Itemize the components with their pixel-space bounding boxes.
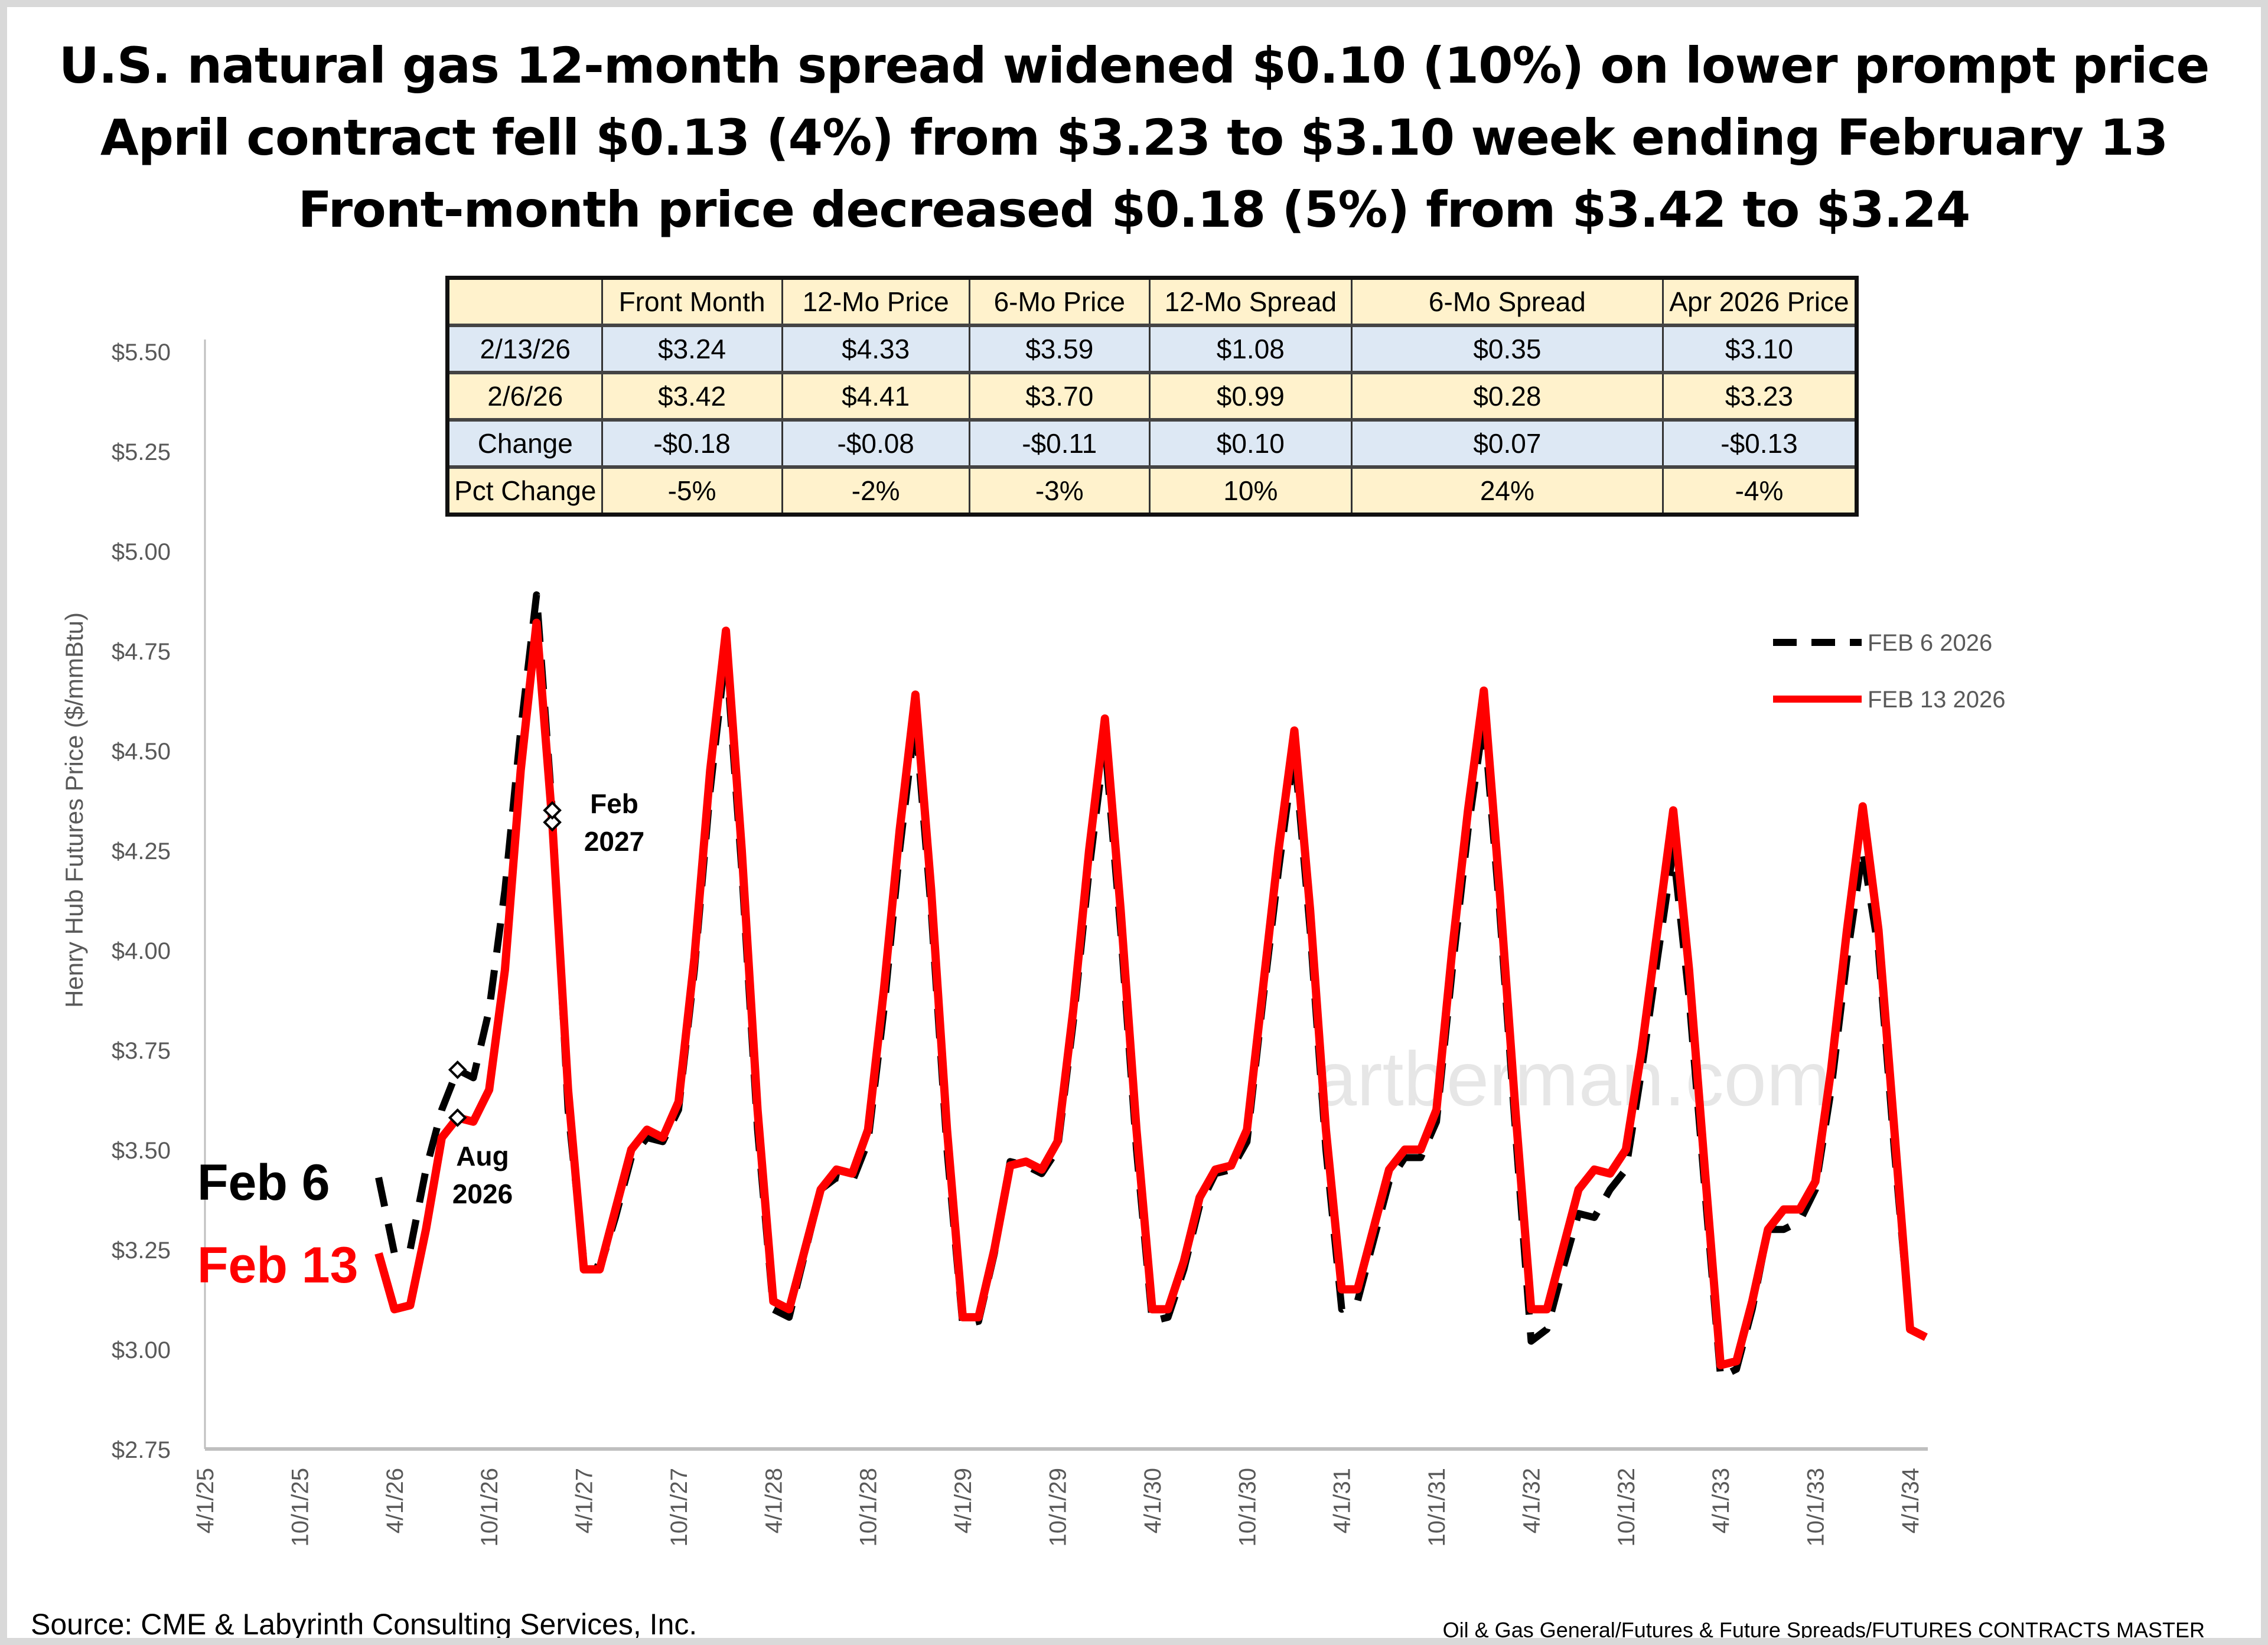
table-header bbox=[447, 277, 603, 327]
annotation-label: Aug bbox=[456, 1141, 509, 1171]
y-tick-label: $3.00 bbox=[112, 1337, 171, 1363]
table-cell: $0.28 bbox=[1350, 371, 1664, 421]
table-cell: $3.10 bbox=[1661, 324, 1858, 374]
table-cell: -$0.13 bbox=[1661, 419, 1858, 468]
table-cell: $0.99 bbox=[1148, 371, 1353, 421]
table-cell: -2% bbox=[781, 466, 970, 515]
table-header-row: Front Month 12-Mo Price 6-Mo Price 12-Mo… bbox=[447, 277, 1858, 327]
y-tick-label: $2.75 bbox=[112, 1437, 171, 1463]
table-cell: $3.24 bbox=[601, 324, 783, 374]
x-tick-label: 4/1/31 bbox=[1329, 1468, 1355, 1533]
table-cell: $3.70 bbox=[968, 371, 1151, 421]
table-cell: -4% bbox=[1661, 466, 1858, 515]
table-cell: $4.33 bbox=[781, 324, 970, 374]
data-point-marker bbox=[543, 801, 562, 820]
data-point-marker bbox=[448, 1108, 467, 1127]
summary-table: Front Month 12-Mo Price 6-Mo Price 12-Mo… bbox=[445, 276, 1859, 517]
watermark: artberman.com bbox=[1314, 1036, 1830, 1122]
y-tick-label: $4.25 bbox=[112, 838, 171, 864]
table-header: 12-Mo Price bbox=[781, 277, 970, 327]
annotation-label: 2027 bbox=[584, 826, 644, 857]
x-tick-label: 10/1/31 bbox=[1424, 1468, 1450, 1546]
feb13-side-label: Feb 13 bbox=[197, 1237, 358, 1294]
x-tick-label: 4/1/34 bbox=[1898, 1468, 1924, 1533]
table-cell: Pct Change bbox=[447, 466, 603, 515]
table-row: 2/6/26 $3.42 $4.41 $3.70 $0.99 $0.28 $3.23 bbox=[447, 371, 1858, 421]
table-cell: -5% bbox=[601, 466, 783, 515]
table-cell: $4.41 bbox=[781, 371, 970, 421]
title-line-3: Front-month price decreased $0.18 (5%) f… bbox=[298, 181, 1971, 239]
data-point-marker bbox=[543, 812, 562, 832]
table-cell: -$0.08 bbox=[781, 419, 970, 468]
y-tick-label: $4.50 bbox=[112, 739, 171, 765]
table-cell: 2/6/26 bbox=[447, 371, 603, 421]
x-tick-label: 4/1/30 bbox=[1140, 1468, 1166, 1533]
x-tick-label: 10/1/26 bbox=[477, 1468, 503, 1546]
table-header: Apr 2026 Price bbox=[1661, 277, 1858, 327]
table-header: Front Month bbox=[601, 277, 783, 327]
x-tick-label: 4/1/27 bbox=[572, 1468, 598, 1533]
x-tick-label: 10/1/32 bbox=[1614, 1468, 1640, 1546]
table-row: Change -$0.18 -$0.08 -$0.11 $0.10 $0.07 -$0.13 bbox=[447, 419, 1858, 468]
table-cell: $0.35 bbox=[1350, 324, 1664, 374]
table-header: 6-Mo Price bbox=[968, 277, 1151, 327]
table-row: 2/13/26 $3.24 $4.33 $3.59 $1.08 $0.35 $3.10 bbox=[447, 324, 1858, 374]
table-row: Pct Change -5% -2% -3% 10% 24% -4% bbox=[447, 466, 1858, 515]
x-tick-label: 4/1/28 bbox=[761, 1468, 787, 1533]
data-point-marker bbox=[448, 1060, 467, 1079]
title-line-1: U.S. natural gas 12-month spread widened… bbox=[58, 37, 2210, 94]
y-tick-label: $5.25 bbox=[112, 439, 171, 465]
y-tick-label: $3.25 bbox=[112, 1238, 171, 1264]
x-tick-label: 10/1/30 bbox=[1234, 1468, 1260, 1546]
file-path-note: Oil & Gas General/Futures & Future Sprea… bbox=[1442, 1618, 2205, 1642]
x-tick-label: 10/1/28 bbox=[856, 1468, 882, 1546]
x-tick-label: 4/1/29 bbox=[950, 1468, 976, 1533]
legend-label-feb6: FEB 6 2026 bbox=[1868, 630, 1992, 656]
table-cell: $3.42 bbox=[601, 371, 783, 421]
y-tick-label: $4.00 bbox=[112, 938, 171, 964]
table-cell: Change bbox=[447, 419, 603, 468]
table-cell: $3.59 bbox=[968, 324, 1151, 374]
table-cell: $1.08 bbox=[1148, 324, 1353, 374]
annotation-label: Feb bbox=[590, 788, 638, 819]
x-tick-label: 4/1/32 bbox=[1518, 1468, 1544, 1533]
y-axis-title: Henry Hub Futures Price ($/mmBtu) bbox=[60, 612, 88, 1008]
x-tick-label: 10/1/27 bbox=[666, 1468, 692, 1546]
y-tick-label: $3.75 bbox=[112, 1038, 171, 1064]
x-tick-label: 10/1/25 bbox=[287, 1468, 313, 1546]
table-cell: 10% bbox=[1148, 466, 1353, 515]
feb6-side-label: Feb 6 bbox=[197, 1154, 330, 1211]
annotation-label: 2026 bbox=[452, 1179, 513, 1209]
table-cell: $0.10 bbox=[1148, 419, 1353, 468]
x-tick-label: 10/1/33 bbox=[1803, 1468, 1829, 1546]
y-tick-label: $5.50 bbox=[112, 340, 171, 365]
table-header: 6-Mo Spread bbox=[1350, 277, 1664, 327]
x-tick-label: 4/1/25 bbox=[193, 1468, 219, 1533]
title-line-2: April contract fell $0.13 (4%) from $3.2… bbox=[100, 109, 2168, 167]
table-cell: $3.23 bbox=[1661, 371, 1858, 421]
source-note: Source: CME & Labyrinth Consulting Servi… bbox=[31, 1608, 698, 1641]
y-tick-label: $5.00 bbox=[112, 539, 171, 565]
x-tick-label: 4/1/33 bbox=[1708, 1468, 1734, 1533]
table-cell: 2/13/26 bbox=[447, 324, 603, 374]
legend-label-feb13: FEB 13 2026 bbox=[1868, 687, 2006, 713]
line-chart: artberman.com $2.75 $3.00 $3.25 $3.50 $3.75 $4… bbox=[60, 340, 2006, 1546]
table-cell: -3% bbox=[968, 466, 1151, 515]
table-header: 12-Mo Spread bbox=[1148, 277, 1353, 327]
x-tick-label: 4/1/26 bbox=[382, 1468, 408, 1533]
table-cell: -$0.18 bbox=[601, 419, 783, 468]
table-cell: $0.07 bbox=[1350, 419, 1664, 468]
series-feb13-line bbox=[374, 618, 1928, 1369]
table-cell: 24% bbox=[1350, 466, 1664, 515]
x-tick-label: 10/1/29 bbox=[1045, 1468, 1071, 1546]
y-tick-label: $4.75 bbox=[112, 639, 171, 665]
y-tick-label: $3.50 bbox=[112, 1138, 171, 1164]
table-cell: -$0.11 bbox=[968, 419, 1151, 468]
